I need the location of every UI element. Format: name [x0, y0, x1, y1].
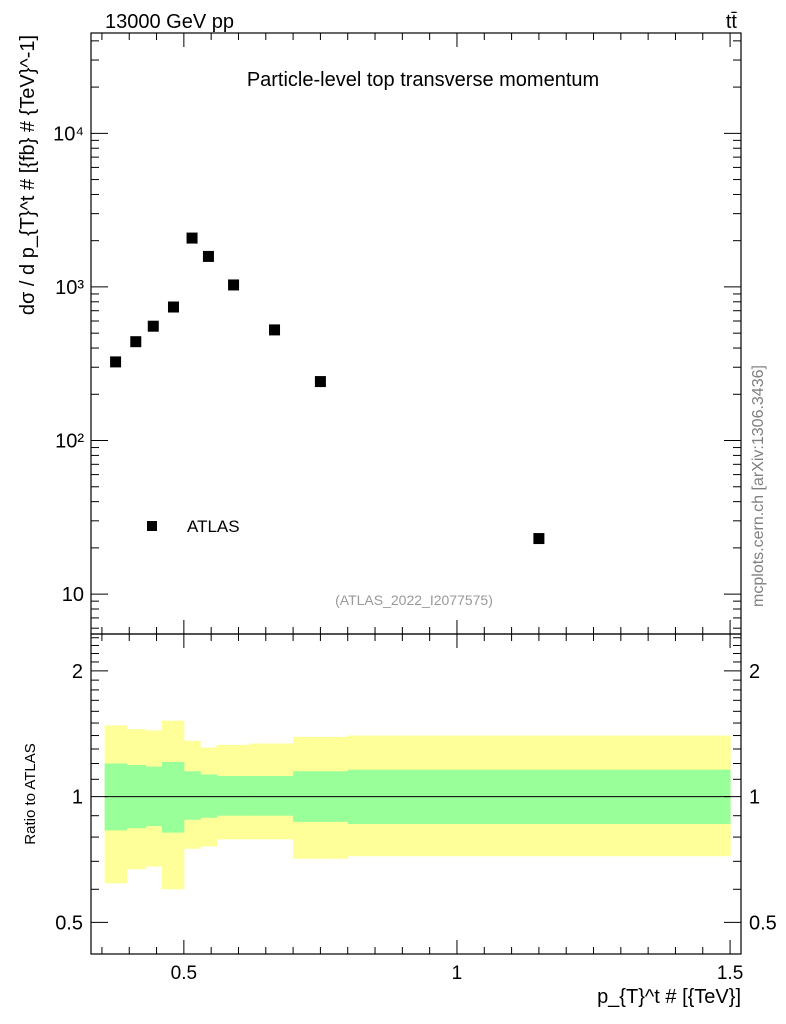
data-point — [533, 533, 545, 545]
ratio-band-bin — [216, 776, 250, 816]
ratio-y-axis-label: Ratio to ATLAS — [22, 743, 39, 844]
sidebar-label: mcplots.cern.ch [arXiv:1306.3436] — [750, 365, 767, 607]
main-y-tick-label: 10 — [62, 584, 84, 606]
main-y-tick-label: 10³ — [55, 277, 84, 299]
analysis-label: (ATLAS_2022_I2077575) — [335, 592, 493, 608]
ratio-frame — [90, 633, 742, 955]
ratio-y-tick-label: 2 — [72, 661, 83, 683]
x-tick-label: 0.5 — [171, 963, 197, 984]
legend-label: ATLAS — [187, 517, 240, 536]
data-point — [314, 376, 326, 388]
main-x-ticks — [101, 33, 731, 634]
process-label: tt̄ — [726, 11, 738, 33]
legend-marker — [147, 521, 157, 531]
main-y-axis-label: dσ / d p_{T}^t # [{fb} # {TeV}^-1] — [17, 35, 39, 315]
x-tick-label: 1 — [452, 963, 463, 984]
main-title: Particle-level top transverse momentum — [247, 69, 599, 91]
data-point — [269, 324, 281, 336]
legend: ATLAS — [147, 517, 240, 536]
ratio-band-bin — [200, 774, 218, 818]
main-y-tick-label: 10⁴ — [53, 123, 84, 145]
ratio-band-bin — [249, 776, 294, 816]
data-point — [167, 301, 179, 313]
ratio-band-bin — [183, 771, 201, 820]
x-axis-label: p_{T}^t # [{TeV}] — [597, 986, 741, 1008]
data-points — [110, 232, 545, 545]
ratio-band-bin — [162, 762, 185, 833]
data-point — [186, 232, 198, 244]
ratio-y-tick-label-right: 0.5 — [749, 912, 777, 934]
ratio-panel: 0.5 0.5 1 1 2 2 0.5 1 1.5 Ratio to ATLAS p_{T}^… — [22, 633, 777, 1008]
main-y-ticks: 10 10² 10³ 10⁴ — [53, 40, 741, 629]
data-point — [130, 336, 142, 348]
main-panel: Particle-level top transverse momentum (… — [17, 32, 742, 635]
ratio-y-tick-label: 0.5 — [55, 912, 83, 934]
ratio-y-ticks: 0.5 0.5 1 1 2 2 — [55, 637, 777, 934]
ratio-y-tick-label-right: 2 — [749, 661, 760, 683]
data-point — [147, 320, 159, 332]
ratio-y-tick-label: 1 — [72, 787, 83, 809]
main-y-tick-label: 10² — [55, 431, 84, 453]
ratio-y-tick-label-right: 1 — [749, 787, 760, 809]
main-frame — [90, 32, 742, 635]
x-tick-label: 1.5 — [717, 963, 743, 984]
data-point — [110, 356, 122, 368]
data-point — [202, 250, 214, 262]
data-point — [228, 279, 240, 291]
energy-label: 13000 GeV pp — [105, 11, 234, 33]
ratio-bands — [104, 720, 731, 890]
ratio-x-ticks: 0.5 1 1.5 — [101, 634, 743, 984]
